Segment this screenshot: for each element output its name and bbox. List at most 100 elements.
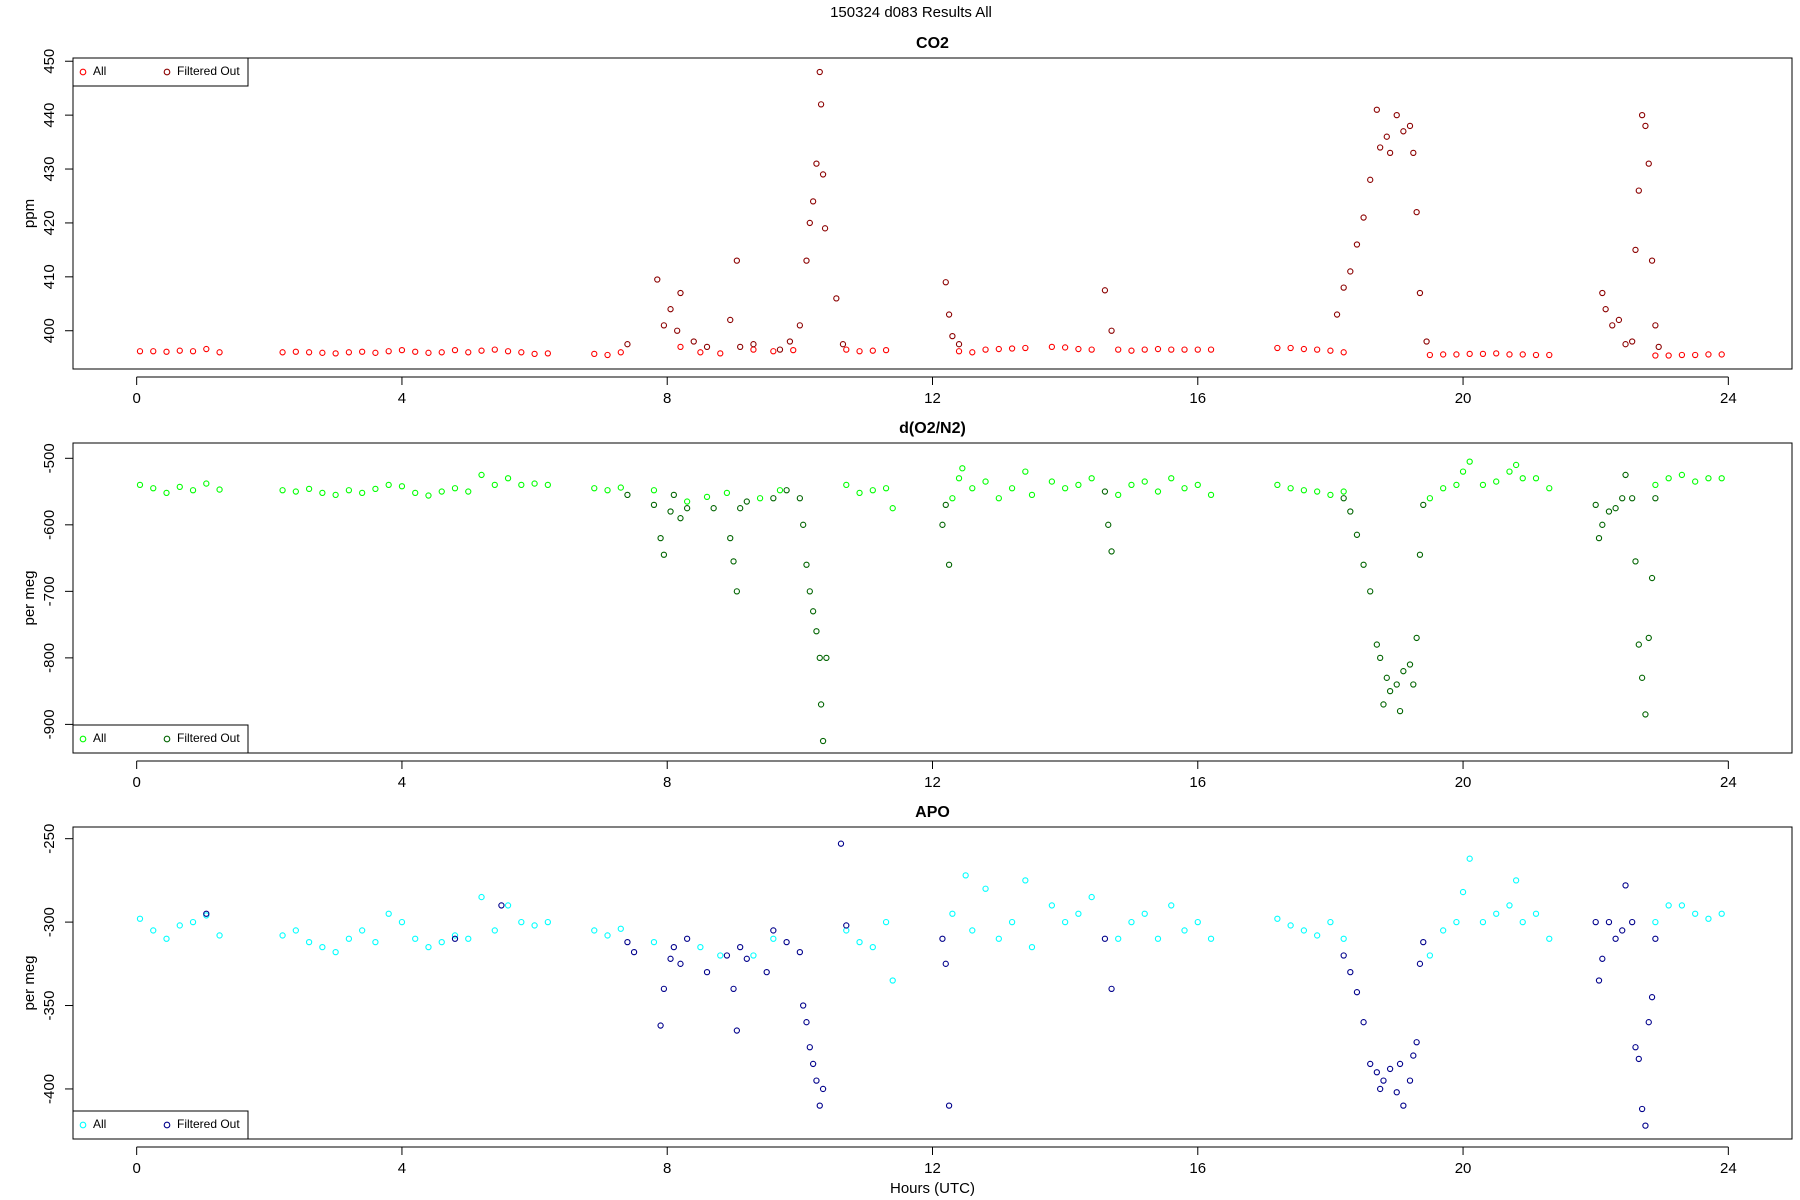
- data-point: [1383, 133, 1390, 140]
- data-point: [670, 943, 678, 951]
- data-point: [677, 343, 684, 351]
- data-point: [1705, 915, 1712, 922]
- data-point: [279, 932, 286, 939]
- data-point: [1380, 701, 1387, 708]
- data-point: [604, 487, 611, 494]
- plot-frame: [72, 826, 1793, 1140]
- legend-label: All: [93, 731, 106, 745]
- data-point: [544, 350, 551, 357]
- data-point: [1393, 1089, 1400, 1096]
- data-point: [1128, 481, 1135, 489]
- data-point: [727, 534, 734, 542]
- data-point: [1678, 351, 1686, 359]
- data-point: [617, 484, 624, 491]
- data-point: [1652, 481, 1659, 489]
- data-point: [776, 346, 784, 353]
- data-point: [1592, 918, 1599, 926]
- data-point: [1314, 488, 1321, 495]
- data-point: [796, 322, 804, 329]
- page-title: 150324 d083 Results All: [830, 4, 992, 21]
- data-point: [677, 515, 684, 522]
- data-point: [1333, 311, 1341, 318]
- data-point: [1022, 344, 1029, 352]
- data-point: [1605, 508, 1613, 515]
- data-point: [856, 348, 863, 355]
- data-point: [1635, 187, 1642, 194]
- data-point: [319, 349, 326, 356]
- data-point: [869, 347, 876, 354]
- data-point: [869, 487, 876, 494]
- data-point: [1595, 977, 1603, 984]
- data-point: [1400, 668, 1407, 675]
- data-point: [803, 561, 810, 568]
- legend-marker: [79, 735, 87, 743]
- data-point: [176, 483, 183, 491]
- data-point: [359, 348, 366, 355]
- data-point: [1347, 969, 1354, 976]
- data-point: [1410, 1052, 1417, 1059]
- data-point: [345, 487, 353, 494]
- data-point: [1061, 918, 1069, 926]
- data-point: [504, 348, 512, 355]
- data-point: [203, 480, 210, 487]
- data-point: [425, 349, 432, 356]
- data-point: [305, 349, 313, 356]
- data-point: [438, 488, 445, 495]
- data-point: [359, 927, 366, 934]
- data-point: [869, 943, 876, 951]
- legend-marker: [79, 1121, 87, 1129]
- data-point: [763, 969, 770, 976]
- data-point: [1642, 1122, 1649, 1129]
- data-point: [398, 483, 406, 490]
- data-point: [1300, 927, 1308, 934]
- data-point: [1493, 910, 1500, 917]
- x-tick-label: 16: [1189, 390, 1206, 407]
- data-point: [478, 471, 485, 479]
- data-point: [1340, 935, 1347, 942]
- data-point: [995, 495, 1002, 502]
- data-point: [962, 872, 969, 879]
- data-point: [1519, 918, 1526, 926]
- data-point: [1612, 935, 1619, 942]
- data-point: [1416, 289, 1424, 297]
- data-point: [882, 918, 890, 926]
- data-point: [1453, 481, 1460, 489]
- data-point: [945, 1102, 953, 1109]
- data-point: [279, 487, 286, 494]
- legend-marker: [79, 68, 87, 76]
- data-point: [1479, 481, 1487, 489]
- data-point: [1088, 475, 1095, 482]
- data-point: [942, 960, 949, 967]
- data-point: [591, 350, 598, 358]
- data-point: [1506, 902, 1513, 909]
- data-point: [650, 487, 658, 494]
- data-point: [817, 101, 825, 108]
- data-point: [1652, 322, 1659, 329]
- data-point: [1115, 346, 1122, 353]
- data-point: [667, 306, 674, 313]
- legend-marker: [163, 1121, 171, 1129]
- data-point: [942, 279, 949, 286]
- x-tick-label: 4: [398, 1160, 406, 1177]
- data-point: [783, 487, 790, 494]
- data-point: [1665, 352, 1672, 359]
- data-point: [451, 485, 459, 492]
- data-point: [942, 501, 949, 509]
- data-point: [683, 505, 691, 512]
- data-point: [677, 289, 684, 297]
- data-point: [216, 486, 223, 493]
- x-tick-label: 4: [398, 390, 406, 407]
- data-point: [1652, 918, 1659, 926]
- data-point: [1645, 1019, 1652, 1026]
- x-tick-label: 12: [924, 774, 941, 791]
- data-point: [1347, 268, 1354, 275]
- data-point: [1619, 927, 1626, 934]
- data-point: [843, 346, 850, 353]
- y-tick-label: 430: [41, 157, 58, 182]
- data-point: [1274, 344, 1281, 352]
- data-point: [1168, 346, 1175, 353]
- data-point: [136, 915, 144, 922]
- data-point: [697, 349, 704, 356]
- x-tick-label: 4: [398, 774, 406, 791]
- y-tick-label: 440: [41, 103, 58, 128]
